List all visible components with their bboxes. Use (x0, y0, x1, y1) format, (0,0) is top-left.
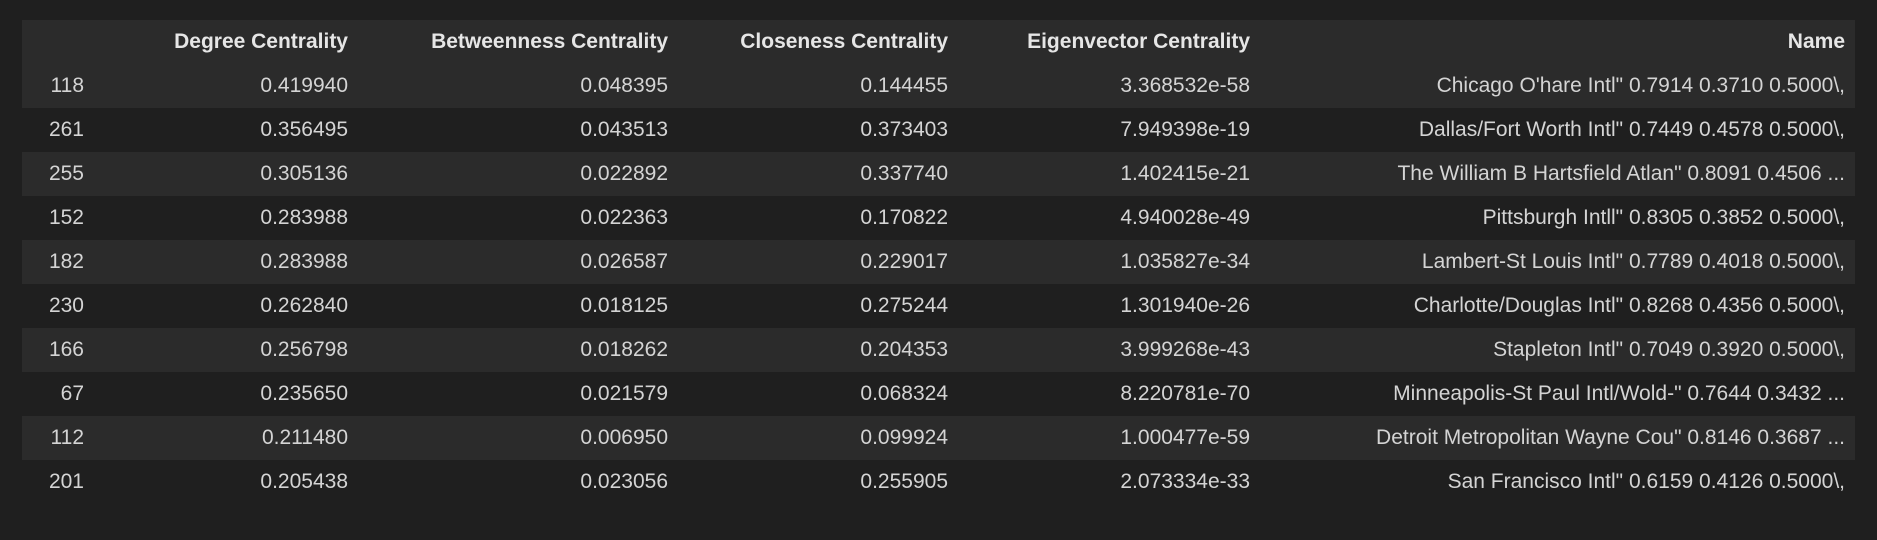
table-row: 67 0.235650 0.021579 0.068324 8.220781e-70 Mi… (22, 372, 1855, 416)
closeness-centrality-cell: 0.170822 (860, 206, 948, 229)
table-row: 118 0.419940 0.048395 0.144455 3.368532e-58 C… (22, 64, 1855, 108)
degree-centrality-cell: 0.305136 (260, 162, 348, 185)
table-row: 230 0.262840 0.018125 0.275244 1.301940e-26 C… (22, 284, 1855, 328)
betweenness-centrality-cell: 0.022363 (580, 206, 668, 229)
closeness-centrality-cell: 0.099924 (860, 426, 948, 449)
row-index: 230 (48, 294, 84, 317)
closeness-centrality-cell: 0.275244 (860, 294, 948, 317)
table-row: 255 0.305136 0.022892 0.337740 1.402415e-21 T… (22, 152, 1855, 196)
table-row: 152 0.283988 0.022363 0.170822 4.940028e-49 P… (22, 196, 1855, 240)
closeness-centrality-cell: 0.204353 (860, 338, 948, 361)
betweenness-centrality-cell: 0.026587 (580, 250, 668, 273)
closeness-centrality-cell: 0.255905 (860, 470, 948, 493)
betweenness-centrality-cell: 0.043513 (580, 118, 668, 141)
row-index: 166 (48, 338, 84, 361)
degree-centrality-cell: 0.419940 (260, 74, 348, 97)
airport-name-cell: Pittsburgh Intll" 0.8305 0.3852 0.5000\, (1482, 206, 1845, 229)
name-header: Name (1787, 30, 1845, 53)
betweenness-centrality-cell: 0.018125 (580, 294, 668, 317)
betweenness-centrality-cell: 0.018262 (580, 338, 668, 361)
eigenvector-centrality-cell: 3.999268e-43 (1120, 338, 1250, 361)
eigenvector-centrality-cell: 1.000477e-59 (1120, 426, 1250, 449)
closeness-centrality-cell: 0.144455 (860, 74, 948, 97)
table-row: 182 0.283988 0.026587 0.229017 1.035827e-34 L… (22, 240, 1855, 284)
row-index: 255 (48, 162, 84, 185)
airport-name-cell: The William B Hartsfield Atlan" 0.8091 0… (1397, 162, 1845, 185)
header-row: Degree Centrality Betweenness Centrality C… (22, 20, 1855, 64)
betweenness-centrality-cell: 0.023056 (580, 470, 668, 493)
airport-name-cell: San Francisco Intl" 0.6159 0.4126 0.5000… (1447, 470, 1845, 493)
airport-name-cell: Charlotte/Douglas Intl" 0.8268 0.4356 0.… (1413, 294, 1845, 317)
eigenvector-centrality-cell: 8.220781e-70 (1120, 382, 1250, 405)
airport-name-cell: Chicago O'hare Intl" 0.7914 0.3710 0.500… (1436, 74, 1845, 97)
closeness-centrality-cell: 0.373403 (860, 118, 948, 141)
row-index: 182 (48, 250, 84, 273)
row-index: 201 (48, 470, 84, 493)
row-index: 261 (48, 118, 84, 141)
table-body: 118 0.419940 0.048395 0.144455 3.368532e-58 C… (22, 64, 1855, 504)
table-row: 166 0.256798 0.018262 0.204353 3.999268e-43 S… (22, 328, 1855, 372)
eigenvector-centrality-cell: 7.949398e-19 (1120, 118, 1250, 141)
closeness-centrality-header: Closeness Centrality (740, 30, 948, 53)
closeness-centrality-cell: 0.068324 (860, 382, 948, 405)
row-index: 152 (48, 206, 84, 229)
row-index: 112 (50, 426, 84, 449)
table-row: 261 0.356495 0.043513 0.373403 7.949398e-19 D… (22, 108, 1855, 152)
closeness-centrality-cell: 0.337740 (860, 162, 948, 185)
table-row: 201 0.205438 0.023056 0.255905 2.073334e-33 S… (22, 460, 1855, 504)
row-index: 67 (60, 382, 84, 405)
table-row: 112 0.211480 0.006950 0.099924 1.000477e-59 D… (22, 416, 1855, 460)
eigenvector-centrality-cell: 1.301940e-26 (1120, 294, 1250, 317)
betweenness-centrality-header: Betweenness Centrality (431, 30, 668, 53)
airport-name-cell: Minneapolis-St Paul Intl/Wold-" 0.7644 0… (1393, 382, 1845, 405)
eigenvector-centrality-cell: 2.073334e-33 (1120, 470, 1250, 493)
betweenness-centrality-cell: 0.022892 (580, 162, 668, 185)
airport-name-cell: Dallas/Fort Worth Intl" 0.7449 0.4578 0.… (1418, 118, 1845, 141)
degree-centrality-cell: 0.262840 (260, 294, 348, 317)
eigenvector-centrality-cell: 3.368532e-58 (1120, 74, 1250, 97)
betweenness-centrality-cell: 0.048395 (580, 74, 668, 97)
eigenvector-centrality-cell: 1.035827e-34 (1120, 250, 1250, 273)
betweenness-centrality-cell: 0.021579 (580, 382, 668, 405)
closeness-centrality-cell: 0.229017 (860, 250, 948, 273)
index-header (22, 20, 94, 64)
dataframe-output: Degree Centrality Betweenness Centrality C… (22, 20, 1855, 504)
degree-centrality-cell: 0.283988 (260, 250, 348, 273)
airport-name-cell: Stapleton Intl" 0.7049 0.3920 0.5000\, (1493, 338, 1845, 361)
eigenvector-centrality-cell: 1.402415e-21 (1120, 162, 1250, 185)
degree-centrality-cell: 0.205438 (260, 470, 348, 493)
degree-centrality-cell: 0.256798 (260, 338, 348, 361)
row-index: 118 (50, 74, 84, 97)
eigenvector-centrality-header: Eigenvector Centrality (1027, 30, 1250, 53)
betweenness-centrality-cell: 0.006950 (580, 426, 668, 449)
degree-centrality-cell: 0.283988 (260, 206, 348, 229)
eigenvector-centrality-cell: 4.940028e-49 (1120, 206, 1250, 229)
degree-centrality-cell: 0.356495 (260, 118, 348, 141)
table-header: Degree Centrality Betweenness Centrality C… (22, 20, 1855, 64)
airport-name-cell: Lambert-St Louis Intl" 0.7789 0.4018 0.5… (1421, 250, 1845, 273)
degree-centrality-header: Degree Centrality (174, 30, 348, 53)
centrality-table: Degree Centrality Betweenness Centrality C… (22, 20, 1855, 504)
airport-name-cell: Detroit Metropolitan Wayne Cou" 0.8146 0… (1376, 426, 1845, 449)
degree-centrality-cell: 0.211480 (261, 426, 348, 449)
degree-centrality-cell: 0.235650 (260, 382, 348, 405)
